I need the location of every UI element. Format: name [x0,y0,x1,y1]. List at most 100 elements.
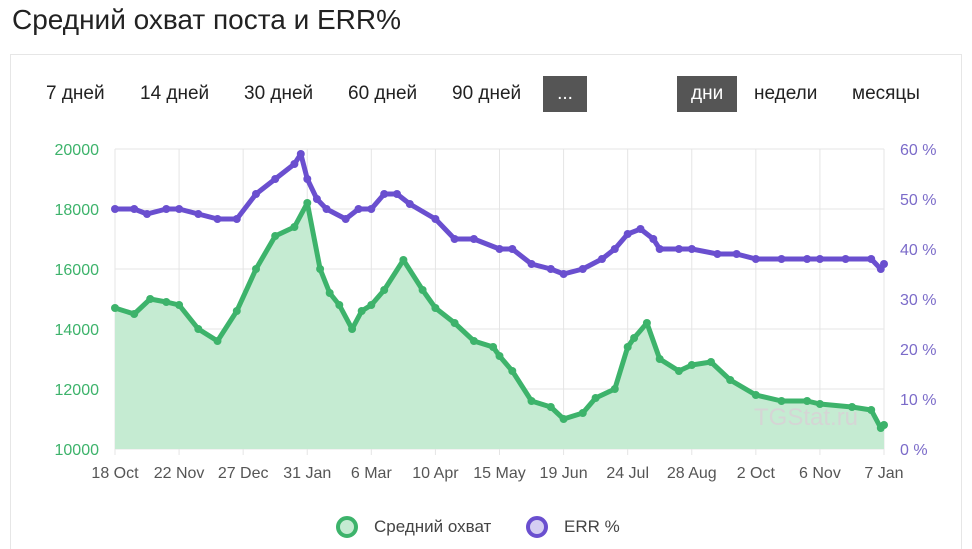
x-tick-label: 28 Aug [667,465,717,482]
err-point [623,230,632,238]
reach-point [431,304,440,312]
y-right-tick-label: 20 % [900,342,936,359]
reach-point [252,265,260,273]
reach-point [367,301,376,309]
err-point [469,235,478,243]
x-tick-label: 2 Oct [737,465,776,482]
chart-panel [10,54,962,549]
err-point [341,215,350,223]
err-point [777,255,786,263]
err-point [143,210,151,218]
legend-label-reach[interactable]: Средний охват [374,517,492,536]
reach-point [316,265,325,273]
period-button-1[interactable]: 14 дней [140,83,210,104]
reach-point [578,409,587,417]
err-point [687,245,696,253]
reach-point [194,325,203,333]
y-left-tick-label: 16000 [55,262,100,279]
reach-point [213,337,222,345]
x-tick-label: 6 Mar [351,465,393,482]
err-point [296,150,305,158]
err-point [880,260,888,268]
err-point [130,205,139,213]
watermark: TGStat.ru [754,404,859,431]
err-point [303,175,312,183]
reach-point [232,307,241,315]
y-right-tick-label: 0 % [900,442,928,459]
y-right-tick-label: 30 % [900,292,936,309]
reach-point [271,232,280,240]
reach-point [623,343,632,351]
period-button-0[interactable]: 7 дней [46,83,105,104]
granularity-button-2[interactable]: месяцы [852,83,920,104]
err-point [713,250,722,258]
reach-point [111,304,119,312]
err-point [732,250,741,258]
err-point [312,195,321,203]
legend-marker-err[interactable] [526,516,548,538]
reach-point [687,361,696,369]
err-point [578,265,587,273]
reach-area [115,203,884,449]
err-point [751,255,760,263]
reach-point [655,355,664,363]
reach-point [508,367,517,375]
err-point [354,205,363,213]
err-point [803,255,812,263]
reach-point [777,397,786,405]
reach-point [469,337,478,345]
reach-point [867,406,876,414]
err-point [636,225,645,233]
period-button-2[interactable]: 30 дней [244,83,314,104]
err-point [610,245,619,253]
granularity-button-1[interactable]: недели [754,83,818,104]
reach-point [642,319,651,327]
err-point [271,175,280,183]
reach-point [880,421,888,429]
err-point [495,245,504,253]
reach-point [630,334,639,342]
y-left-tick-label: 12000 [55,382,100,399]
reach-point [380,286,389,294]
err-point [162,205,171,213]
err-point [232,215,241,223]
reach-point [726,376,735,384]
err-point [674,245,683,253]
reach-point [162,298,171,306]
granularity-button-0[interactable]: дни [677,76,738,112]
reach-point [489,343,498,351]
y-left-tick-label: 10000 [55,442,100,459]
err-point [111,205,119,213]
reach-point [610,385,619,393]
period-button-4[interactable]: 90 дней [452,83,522,104]
period-button-3[interactable]: 60 дней [348,83,418,104]
reach-point [418,286,427,294]
y-left-tick-label: 14000 [55,322,100,339]
x-tick-label: 6 Nov [799,465,841,482]
err-point [841,255,850,263]
legend-marker-reach[interactable] [336,516,358,538]
x-tick-label: 18 Oct [91,465,139,482]
err-point [649,235,658,243]
err-point [380,190,389,198]
y-left-tick-label: 18000 [55,202,100,219]
page-title: Средний охват поста и ERR% [12,4,402,35]
reach-point [450,319,459,327]
err-point [655,245,664,253]
reach-point [348,325,357,333]
err-point [527,260,536,268]
x-tick-label: 15 May [473,465,525,482]
reach-point [674,367,683,375]
err-point [405,200,414,208]
reach-point [751,391,760,399]
reach-point [815,400,824,408]
err-point [290,160,299,168]
legend-label-err[interactable]: ERR % [564,517,620,536]
err-point [252,190,260,198]
y-left-tick-label: 20000 [55,142,100,159]
reach-point [546,403,555,411]
period-button-5[interactable]: ... [543,76,587,112]
err-point [393,190,401,198]
err-point [815,255,824,263]
